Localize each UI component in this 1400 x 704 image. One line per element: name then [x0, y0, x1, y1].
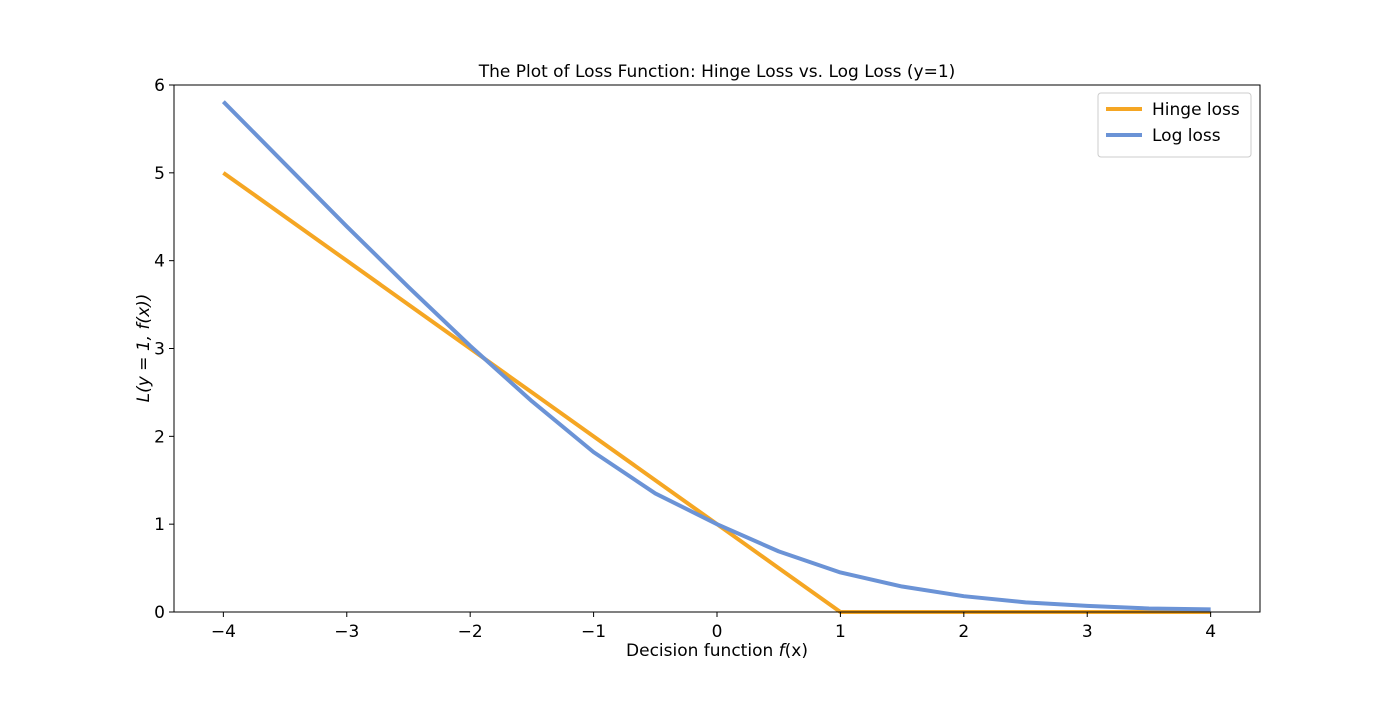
x-tick-label: 0 [712, 622, 723, 642]
y-tick-label: 5 [154, 164, 165, 184]
plot-area [173, 84, 1261, 614]
x-tick-label: −2 [458, 622, 483, 642]
x-tick-label: −1 [581, 622, 606, 642]
x-tick-label: −3 [334, 622, 359, 642]
y-tick-label: 3 [154, 340, 165, 360]
y-tick-label: 1 [154, 515, 165, 535]
x-tick-label: 2 [958, 622, 969, 642]
x-tick-label: −4 [211, 622, 236, 642]
y-tick-label: 2 [154, 427, 165, 447]
x-tick-label: 4 [1205, 622, 1216, 642]
y-axis-label: L(y = 1, f(x)) [134, 294, 154, 403]
y-tick-label: 4 [154, 252, 165, 272]
legend: Hinge loss Log loss [1097, 92, 1252, 158]
y-tick-label: 6 [154, 76, 165, 96]
y-axis-ticks: 0 1 2 3 4 5 6 [154, 76, 174, 623]
series-line-hinge-loss [222, 171, 1211, 614]
y-tick-label: 0 [154, 603, 165, 623]
legend-label: Hinge loss [1152, 100, 1240, 120]
x-axis-label: Decision function f(x) [626, 641, 808, 661]
x-tick-label: 3 [1082, 622, 1093, 642]
x-axis-ticks: −4 −3 −2 −1 0 1 2 3 4 [211, 612, 1216, 642]
legend-label: Log loss [1152, 126, 1221, 146]
x-tick-label: 1 [835, 622, 846, 642]
series-line-log-loss [221, 100, 1211, 612]
plot-frame [173, 84, 1261, 613]
chart-title: The Plot of Loss Function: Hinge Loss vs… [478, 62, 956, 82]
